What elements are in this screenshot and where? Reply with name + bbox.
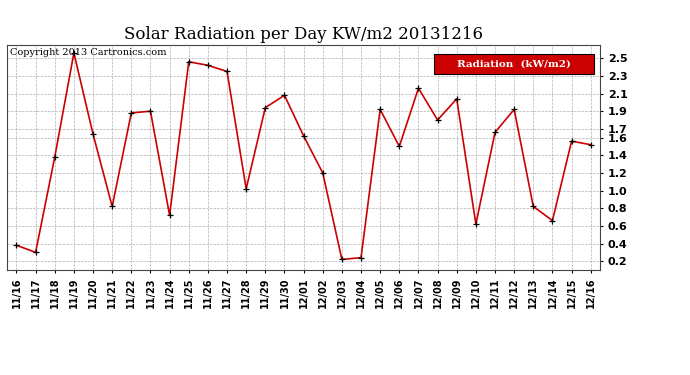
Text: Radiation  (kW/m2): Radiation (kW/m2) <box>457 60 571 69</box>
Text: Copyright 2013 Cartronics.com: Copyright 2013 Cartronics.com <box>10 48 166 57</box>
FancyBboxPatch shape <box>434 54 594 74</box>
Title: Solar Radiation per Day KW/m2 20131216: Solar Radiation per Day KW/m2 20131216 <box>124 27 483 44</box>
